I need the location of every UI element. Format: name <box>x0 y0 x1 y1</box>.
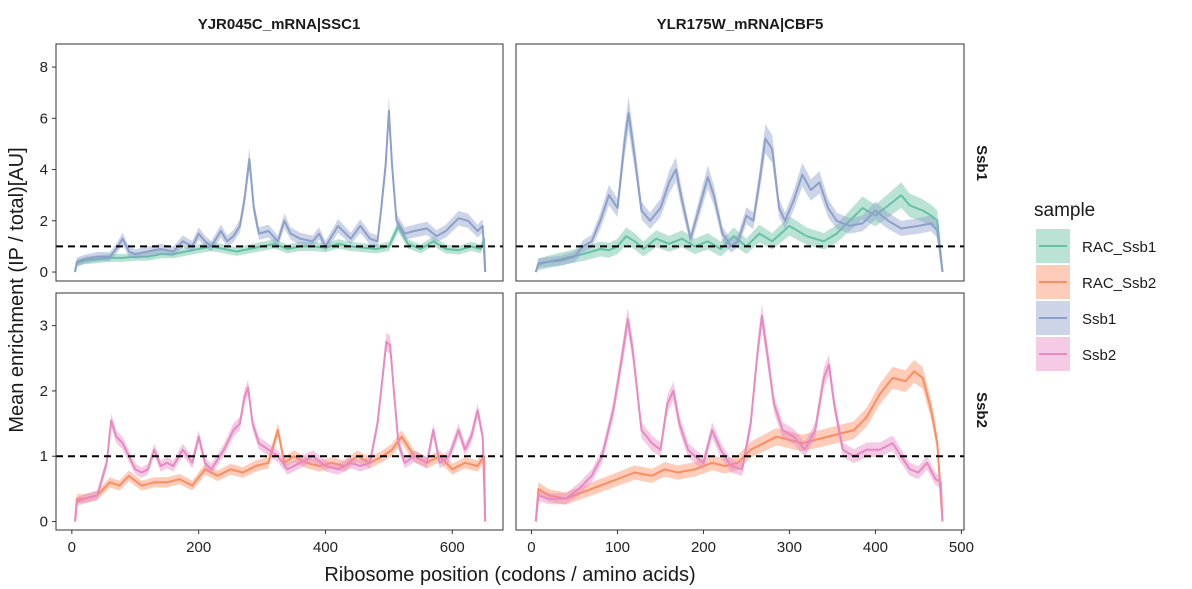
panel-border-ssb2-cbf5 <box>515 292 965 531</box>
column-strips: YJR045C_mRNA|SSC1 YLR175W_mRNA|CBF5 <box>198 16 824 33</box>
line-rac-ssb1-ssb1-cbf5 <box>534 194 944 273</box>
panel-ssb1-cbf5 <box>515 43 965 282</box>
legend-label-ssb2: Ssb2 <box>1082 347 1116 364</box>
legend-key-ssb1: Ssb1 <box>1036 301 1116 335</box>
line-ssb2-ssb2-ssc1 <box>74 341 487 522</box>
column-title-cbf5: YLR175W_mRNA|CBF5 <box>657 16 824 33</box>
column-title-ssc1: YJR045C_mRNA|SSC1 <box>198 16 361 33</box>
legend-title: sample <box>1034 200 1095 221</box>
line-ssb1-ssb1-ssc1 <box>74 109 487 273</box>
legend-key-rac-ssb1: RAC_Ssb1 <box>1036 229 1156 263</box>
panel-ssb2-ssc1 <box>55 292 504 531</box>
ribbon-rac-ssb2-ssb2-cbf5 <box>535 360 943 522</box>
x-tick-label: 0 <box>68 539 76 556</box>
legend-label-rac-ssb2: RAC_Ssb2 <box>1082 275 1156 292</box>
x-tick-label: 100 <box>605 539 630 556</box>
ribbon-ssb2-ssb2-ssc1 <box>75 332 486 522</box>
y-tick-label: 2 <box>40 213 48 230</box>
ribbon-rac-ssb1-ssb1-cbf5 <box>535 182 943 272</box>
panel-grid <box>55 43 965 531</box>
y-tick-label: 8 <box>40 59 48 76</box>
legend: sample RAC_Ssb1 RAC_Ssb2 Ssb1 Ssb2 <box>1034 200 1156 371</box>
x-axis-title: Ribosome position (codons / amino acids) <box>324 564 695 586</box>
legend-label-rac-ssb1: RAC_Ssb1 <box>1082 239 1156 256</box>
y-tick-label: 6 <box>40 110 48 127</box>
axis-ticks: 0 2 4 6 8 0 1 2 3 0 200 400 600 0 100 200 300 400 500 <box>40 59 974 556</box>
row-title-ssb2: Ssb2 <box>973 392 990 428</box>
y-tick-label: 3 <box>40 318 48 335</box>
line-ssb1-ssb1-cbf5 <box>534 112 944 273</box>
x-tick-label: 400 <box>863 539 888 556</box>
x-tick-label: 300 <box>777 539 802 556</box>
y-tick-label: 0 <box>40 264 48 281</box>
y-tick-label: 2 <box>40 383 48 400</box>
legend-key-rac-ssb2: RAC_Ssb2 <box>1036 265 1156 299</box>
line-rac-ssb1-ssb1-ssc1 <box>74 224 487 273</box>
x-tick-label: 200 <box>186 539 211 556</box>
x-tick-label: 500 <box>949 539 974 556</box>
x-tick-label: 200 <box>691 539 716 556</box>
x-tick-label: 0 <box>527 539 535 556</box>
panel-ssb1-ssc1 <box>55 43 504 282</box>
x-tick-label: 400 <box>313 539 338 556</box>
line-rac-ssb2-ssb2-ssc1 <box>74 429 487 522</box>
ribbon-ssb1-ssb1-cbf5 <box>535 96 943 273</box>
x-tick-label: 600 <box>440 539 465 556</box>
y-axis-title: Mean enrichment (IP / total)[AU] <box>6 147 28 432</box>
row-title-ssb1: Ssb1 <box>973 145 990 181</box>
line-ssb2-ssb2-cbf5 <box>534 314 944 522</box>
legend-label-ssb1: Ssb1 <box>1082 311 1116 328</box>
y-tick-label: 1 <box>40 448 48 465</box>
panel-border-ssb2-ssc1 <box>55 292 504 531</box>
panel-border-ssb1-cbf5 <box>515 43 965 282</box>
row-strips: Ssb1 Ssb2 <box>973 145 990 428</box>
y-tick-label: 4 <box>40 162 48 179</box>
legend-key-ssb2: Ssb2 <box>1036 337 1116 371</box>
panel-ssb2-cbf5 <box>515 292 965 531</box>
line-rac-ssb2-ssb2-cbf5 <box>534 370 944 522</box>
y-tick-label: 0 <box>40 514 48 531</box>
panel-border-ssb1-ssc1 <box>55 43 504 282</box>
